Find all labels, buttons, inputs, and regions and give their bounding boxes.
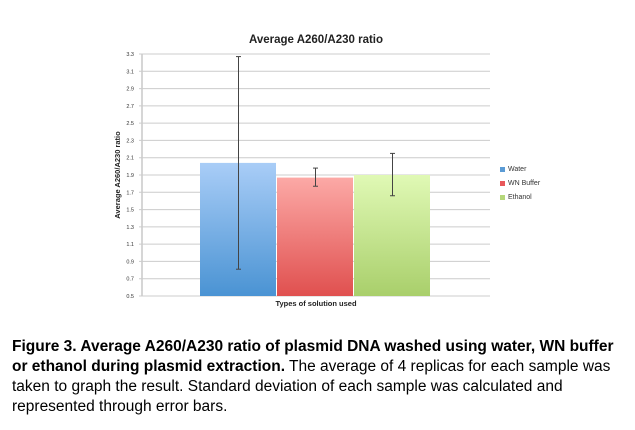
legend-label: WN Buffer [508, 179, 541, 187]
legend-swatch [500, 180, 505, 186]
y-tick-label: 0.9 [126, 259, 134, 265]
y-tick-label: 1.3 [126, 225, 134, 231]
legend-item: Ethanol [500, 190, 540, 204]
legend-label: Ethanol [508, 193, 532, 201]
caption-text: The average of 4 replicas for each sampl… [12, 358, 611, 415]
y-axis-label: Average A260/A230 ratio [113, 131, 122, 219]
legend-label: Water [508, 165, 527, 173]
bar-chart: Average A260/A230 ratio 0.5 0.7 0.9 1.1 1.3 1… [113, 34, 490, 308]
legend: Water WN Buffer Ethanol [500, 162, 540, 204]
legend-item: Water [500, 162, 540, 176]
bar-wn-buffer [277, 177, 353, 296]
y-tick-label: 3.1 [126, 69, 134, 75]
y-tick-label: 1.7 [126, 190, 134, 196]
legend-item: WN Buffer [500, 176, 540, 190]
legend-swatch [500, 194, 505, 200]
chart-title: Average A260/A230 ratio [249, 34, 383, 46]
y-tick-label: 1.5 [126, 208, 134, 214]
y-tick-label: 2.1 [126, 156, 134, 162]
y-tick-label: 2.9 [126, 87, 134, 93]
y-tick-label: 2.7 [126, 104, 134, 110]
y-tick-label: 0.7 [126, 277, 134, 283]
y-tick-label: 3.3 [126, 52, 134, 58]
y-tick-label: 2.5 [126, 121, 134, 127]
y-tick-label: 0.5 [126, 294, 134, 300]
y-tick-label: 2.3 [126, 138, 134, 144]
x-axis-label: Types of solution used [275, 299, 357, 308]
y-tick-label: 1.1 [126, 242, 134, 248]
caption-bold: Figure 3. Average A260/A230 ratio of pla… [12, 338, 614, 375]
legend-swatch [500, 166, 505, 172]
figure-caption: Figure 3. Average A260/A230 ratio of pla… [12, 337, 627, 417]
y-tick-label: 1.9 [126, 173, 134, 179]
